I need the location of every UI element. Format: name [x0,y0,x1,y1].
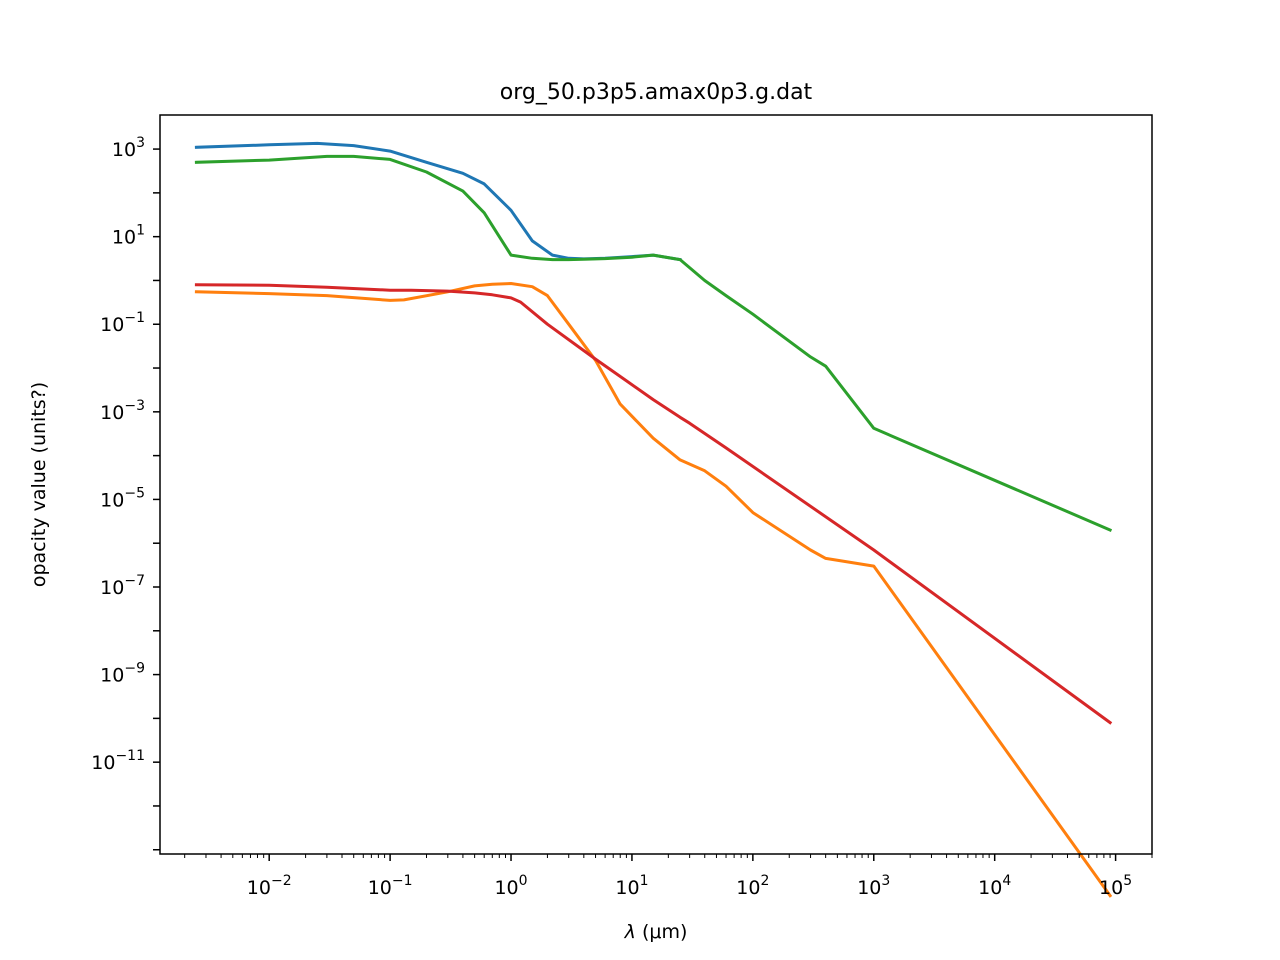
x-tick-label-exponent: 5 [1123,873,1132,889]
y-tick-label: 10−9 [100,661,145,687]
plot-frame [159,114,1153,855]
series-4-line [194,283,1113,725]
y-tick-label-exponent: 3 [136,135,145,151]
chart-title: org_50.p3p5.amax0p3.g.dat [500,80,813,105]
y-tick-label-base: 10 [100,577,124,599]
y-tick-label-exponent: −11 [115,748,145,764]
x-tick-label-exponent: −2 [271,873,292,889]
y-tick-label-exponent: −5 [124,485,145,501]
x-tick-label-exponent: 0 [519,873,528,889]
x-tick-label-base: 10 [857,877,881,899]
x-tick-label-base: 10 [494,877,518,899]
x-axis-label: λ (μm) [624,921,688,943]
x-tick-label: 102 [736,873,769,899]
x-tick-label-base: 10 [978,877,1002,899]
x-tick-label-base: 10 [368,877,392,899]
y-tick-label: 10−3 [100,398,145,424]
y-tick-label: 10−5 [100,485,145,511]
y-tick-label-exponent: 1 [136,223,145,239]
y-tick-label-exponent: −7 [124,573,145,589]
plot-area [159,114,1153,898]
series-3-line [194,154,1113,532]
y-tick-label-base: 10 [112,227,136,249]
x-tick-label-base: 10 [247,877,271,899]
x-tick-label: 10−1 [368,873,413,899]
y-tick-label-base: 10 [100,665,124,687]
y-axis-label: opacity value (units?) [28,382,50,587]
x-tick-label: 105 [1099,873,1132,899]
y-tick-label-exponent: −3 [124,398,145,414]
x-tick-label-base: 10 [736,877,760,899]
y-tick-label: 10−11 [91,748,145,774]
x-tick-label-exponent: 2 [760,873,769,889]
x-tick-label-base: 10 [615,877,639,899]
y-tick-label: 103 [112,135,145,161]
y-tick-label-base: 10 [100,402,124,424]
x-tick-label: 100 [494,873,527,899]
x-tick-label-base: 10 [1099,877,1123,899]
y-tick-label-base: 10 [100,314,124,336]
x-tick-label: 101 [615,873,648,899]
series-2-line [194,282,1113,898]
y-tick-label-base: 10 [91,752,115,774]
x-tick-label-exponent: 4 [1002,873,1011,889]
y-tick-label-base: 10 [100,489,124,511]
y-tick-label: 10−1 [100,310,145,336]
x-tick-label: 103 [857,873,890,899]
y-tick-label: 10−7 [100,573,145,599]
x-tick-label: 104 [978,873,1011,899]
x-tick-label: 10−2 [247,873,292,899]
x-tick-label-exponent: 3 [881,873,890,889]
series-layer [194,141,1113,898]
y-tick-label-base: 10 [112,139,136,161]
y-tick-label-exponent: −1 [124,310,145,326]
x-axis-label-symbol: λ [624,921,636,943]
y-tick-label-exponent: −9 [124,661,145,677]
x-axis-label-units: (μm) [642,921,687,943]
y-tick-label: 101 [112,223,145,249]
x-axis: 10−2 10−1 100 101 102 103 104 105 [184,854,1153,899]
x-tick-label-exponent: 1 [640,873,649,889]
x-tick-label-exponent: −1 [392,873,413,889]
